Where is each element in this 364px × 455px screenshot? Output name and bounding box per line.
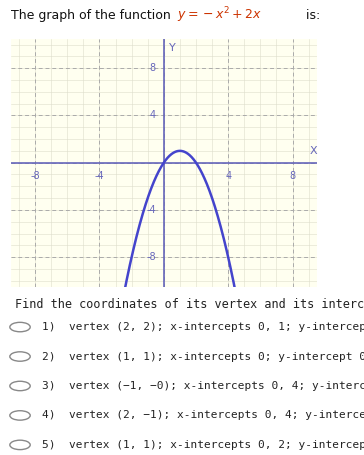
Text: Find the coordinates of its vertex and its intercepts.: Find the coordinates of its vertex and i… bbox=[15, 298, 364, 311]
Text: 3)  vertex (−1, −0); x-intercepts 0, 4; y-intercept 0: 3) vertex (−1, −0); x-intercepts 0, 4; y… bbox=[42, 381, 364, 391]
Text: -4: -4 bbox=[146, 205, 156, 215]
Text: 2)  vertex (1, 1); x-intercepts 0; y-intercept 0, 2: 2) vertex (1, 1); x-intercepts 0; y-inte… bbox=[42, 352, 364, 362]
Text: $y = -x^{2} + 2x$: $y = -x^{2} + 2x$ bbox=[177, 5, 262, 25]
Text: 5)  vertex (1, 1); x-intercepts 0, 2; y-intercept 0: 5) vertex (1, 1); x-intercepts 0, 2; y-i… bbox=[42, 440, 364, 450]
Text: Y: Y bbox=[169, 43, 176, 53]
Text: 1)  vertex (2, 2); x-intercepts 0, 1; y-intercept 0: 1) vertex (2, 2); x-intercepts 0, 1; y-i… bbox=[42, 322, 364, 332]
Text: is:: is: bbox=[302, 9, 320, 22]
Text: 8: 8 bbox=[289, 171, 296, 181]
Text: -4: -4 bbox=[95, 171, 104, 181]
Text: The graph of the function: The graph of the function bbox=[11, 9, 175, 22]
Text: X: X bbox=[310, 146, 317, 156]
Text: -8: -8 bbox=[30, 171, 40, 181]
Text: 4: 4 bbox=[225, 171, 231, 181]
Text: 8: 8 bbox=[150, 63, 156, 73]
Text: 4)  vertex (2, −1); x-intercepts 0, 4; y-intercept 4: 4) vertex (2, −1); x-intercepts 0, 4; y-… bbox=[42, 410, 364, 420]
Text: -8: -8 bbox=[146, 252, 156, 262]
Text: 4: 4 bbox=[150, 111, 156, 121]
